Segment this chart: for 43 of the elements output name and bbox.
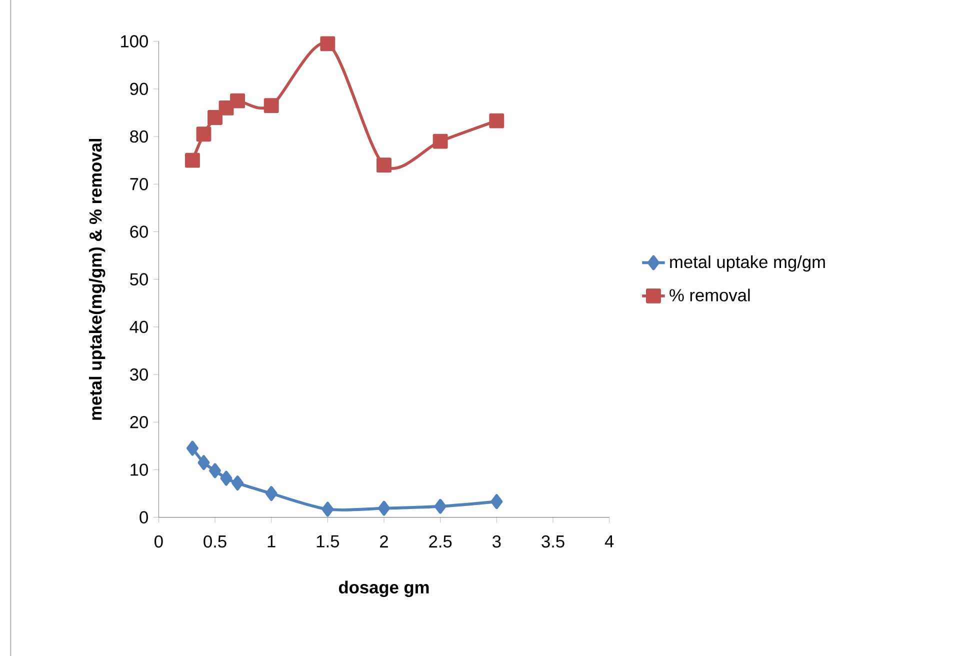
x-tick-label: 0	[154, 535, 163, 548]
x-tick-label: 1	[268, 535, 276, 548]
x-tick-label: 2.5	[429, 535, 452, 548]
point	[208, 110, 222, 125]
legend-label: % removal	[670, 288, 750, 302]
x-tick-label: 1.5	[316, 535, 339, 548]
y-tick-label: 50	[130, 273, 148, 286]
y-tick-label: 30	[130, 368, 148, 381]
x-tick-label: 3.5	[542, 535, 564, 548]
point	[264, 98, 279, 114]
x-tick-label: 2	[380, 535, 388, 548]
y-axis-title: metal uptake(mg/gm) & % removal	[88, 138, 106, 420]
point	[434, 498, 446, 514]
point	[220, 470, 232, 486]
point	[209, 463, 221, 478]
point	[490, 494, 503, 510]
point	[230, 93, 246, 108]
y-tick-label: 60	[130, 226, 148, 238]
point	[322, 502, 334, 517]
legend-label: metal uptake mg/gm	[670, 255, 825, 272]
point	[185, 152, 200, 168]
point	[376, 158, 392, 173]
point	[320, 36, 336, 52]
point	[232, 476, 244, 491]
point	[378, 500, 390, 516]
point	[489, 113, 504, 128]
y-tick-label: 100	[121, 35, 148, 48]
y-tick-label: 0	[140, 511, 148, 524]
x-axis-title: dosage gm	[338, 580, 429, 598]
x-tick-label: 3	[492, 535, 501, 548]
point	[196, 126, 212, 142]
point	[198, 455, 210, 470]
y-tick-label: 80	[130, 130, 148, 143]
y-tick-label: 40	[130, 320, 148, 334]
point	[186, 440, 198, 456]
y-tick-label: 10	[130, 464, 148, 476]
x-tick-label: 0.5	[204, 535, 226, 548]
point	[432, 134, 448, 149]
y-tick-label: 90	[130, 82, 148, 96]
point	[265, 486, 278, 501]
x-tick-label: 4	[604, 535, 614, 548]
y-tick-label: 70	[130, 178, 148, 190]
y-tick-label: 20	[130, 416, 148, 428]
